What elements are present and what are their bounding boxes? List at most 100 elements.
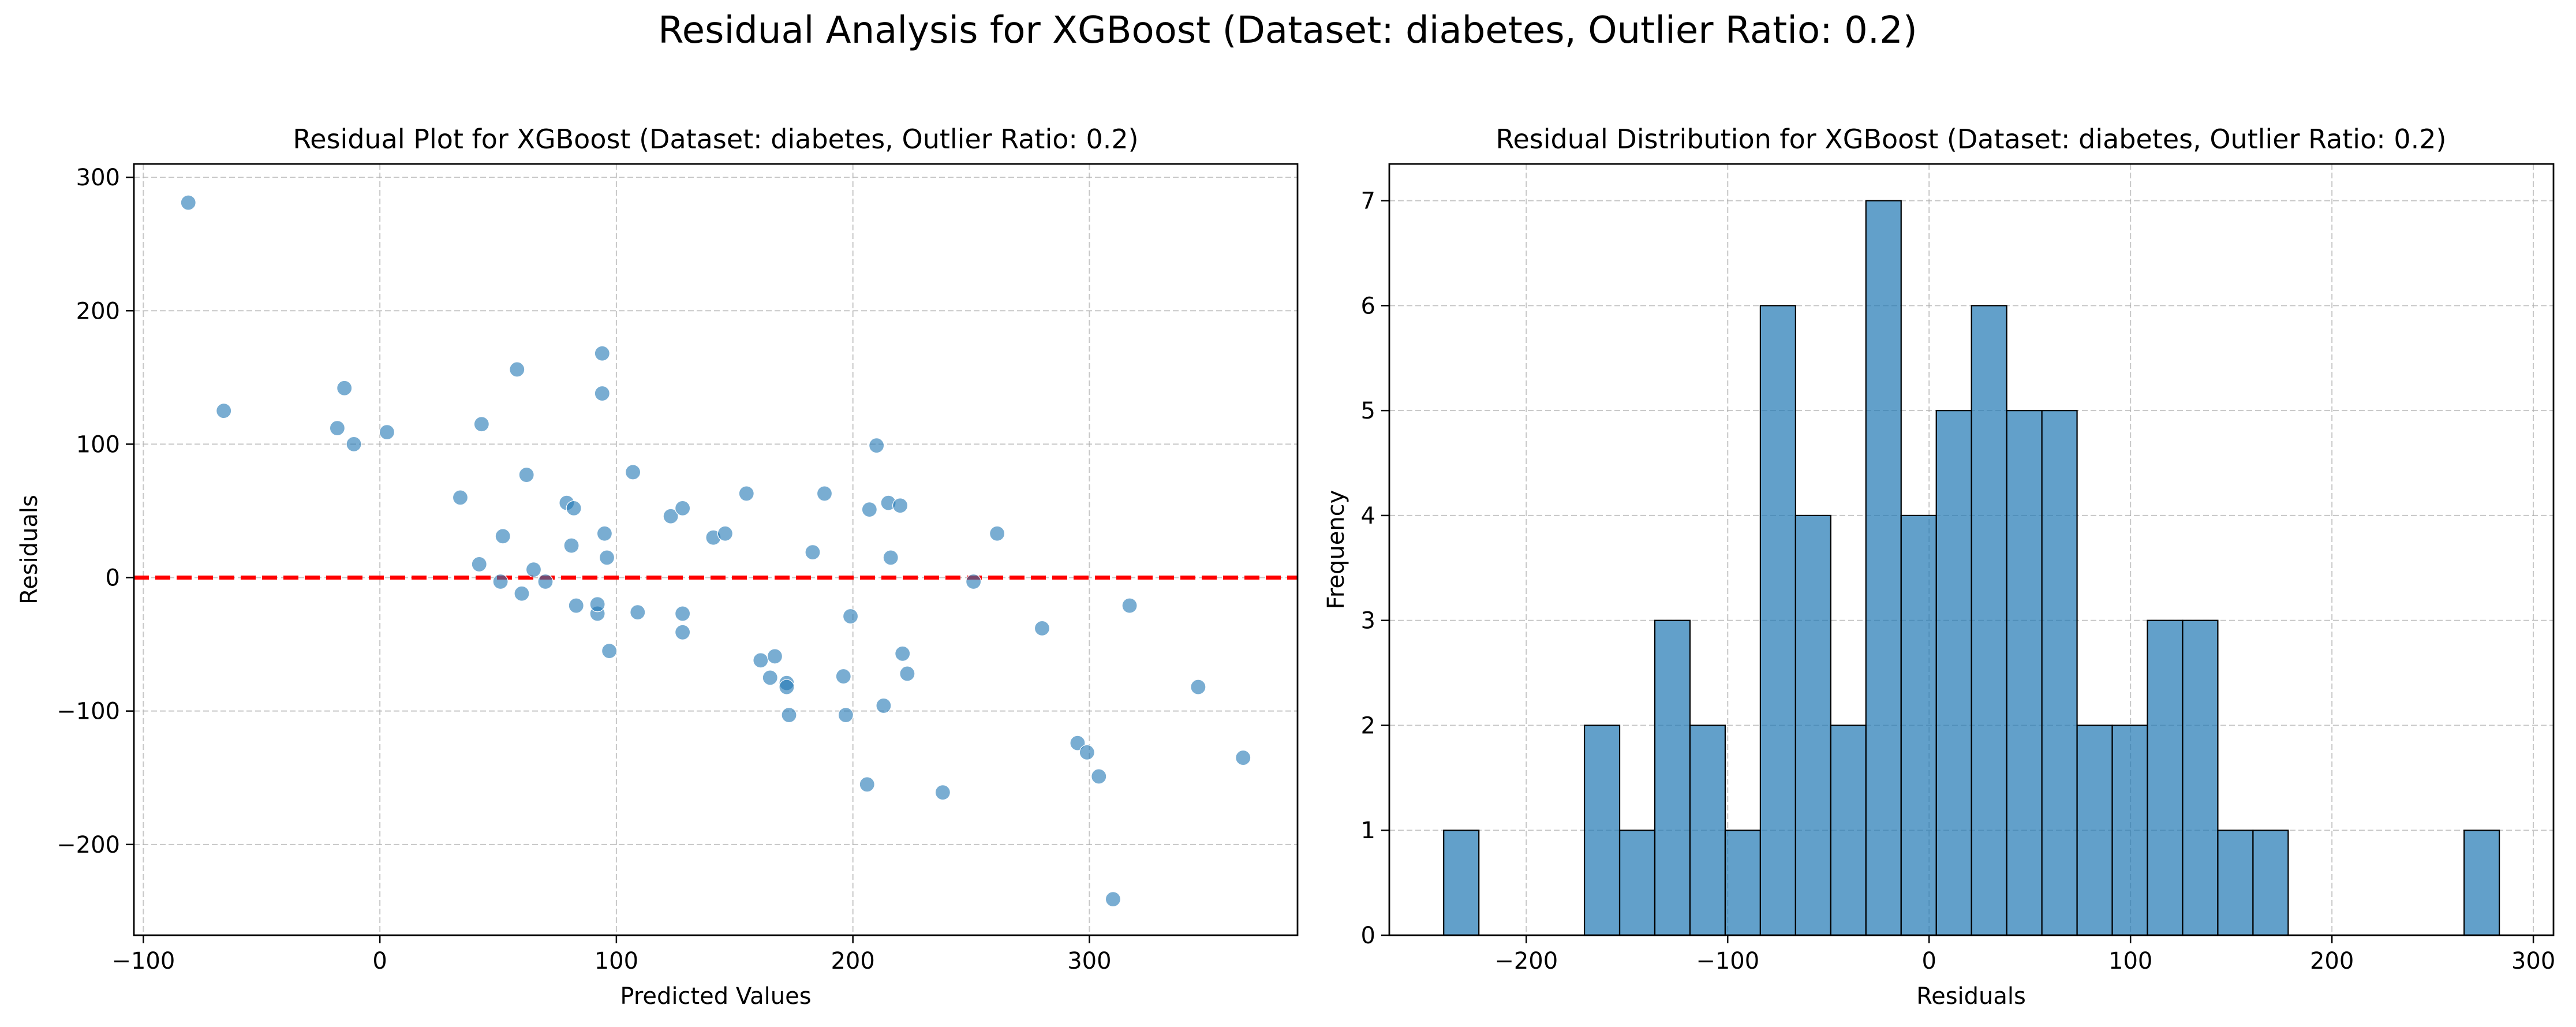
scatter-y-tick-label: −200 [57, 832, 120, 858]
scatter-x-tick-label: 100 [595, 948, 638, 974]
histogram-y-tick-label: 3 [1361, 608, 1375, 634]
scatter-point [1235, 749, 1251, 766]
histogram-axis-ticks: −200 −100 0 100 200 300 0 1 2 3 4 5 6 7 [1361, 188, 2556, 974]
histogram-bar [1865, 200, 1902, 936]
histogram-bar [2041, 410, 2078, 936]
histogram-bar [1830, 724, 1867, 936]
histogram-y-tick-label: 2 [1361, 712, 1375, 739]
histogram-y-tick-label: 1 [1361, 817, 1375, 844]
scatter-point [346, 436, 362, 452]
scatter-point [675, 606, 691, 622]
scatter-point [509, 361, 525, 378]
histogram-bar [2111, 724, 2148, 936]
scatter-point [738, 486, 754, 502]
scatter-xlabel: Predicted Values [620, 983, 811, 1010]
scatter-point [1091, 768, 1107, 785]
histogram-y-tick-label: 6 [1361, 293, 1375, 319]
scatter-point [495, 528, 511, 544]
scatter-point [473, 416, 489, 432]
histogram-bar [2006, 410, 2043, 936]
figure-suptitle: Residual Analysis for XGBoost (Dataset: … [658, 9, 1917, 52]
scatter-point [589, 596, 605, 613]
scatter-point [525, 562, 542, 578]
scatter-axis-ticks: −100 0 100 200 300 −200 −100 0 100 200 300 [57, 165, 1111, 974]
scatter-point [337, 380, 353, 396]
scatter-y-tick-label: 0 [106, 565, 120, 592]
scatter-point [1121, 597, 1138, 614]
histogram-plot-frame [1388, 163, 2555, 936]
scatter-point [675, 624, 691, 640]
scatter-x-tick-label: 200 [831, 948, 874, 974]
histogram-x-tick-label: −200 [1494, 948, 1558, 974]
scatter-point [630, 604, 646, 621]
scatter-point [216, 403, 232, 419]
histogram-bar [1618, 830, 1656, 936]
scatter-point [869, 438, 885, 454]
scatter-points [180, 195, 1251, 908]
histogram-bar [1689, 724, 1726, 936]
histogram-bar [2217, 830, 2254, 936]
scatter-point [835, 668, 851, 685]
scatter-x-tick-label: 0 [372, 948, 387, 974]
scatter-point [594, 345, 610, 361]
scatter-point [675, 500, 691, 516]
scatter-point [767, 648, 783, 664]
scatter-point [805, 544, 821, 561]
histogram-bar [1794, 514, 1831, 936]
histogram-ylabel: Frequency [1323, 490, 1349, 610]
histogram-bar [2252, 830, 2289, 936]
scatter-point [471, 556, 487, 573]
scatter-point [596, 525, 613, 541]
histogram-x-tick-label: −100 [1696, 948, 1759, 974]
residual-scatter-plot: Residual Plot for XGBoost (Dataset: diab… [16, 124, 1299, 1010]
histogram-x-tick-label: 300 [2511, 948, 2555, 974]
histogram-bar [2076, 724, 2113, 936]
scatter-point [663, 508, 679, 524]
scatter-point [899, 666, 915, 682]
scatter-point [876, 697, 892, 714]
histogram-bar [1759, 305, 1796, 936]
scatter-point [779, 679, 795, 695]
histogram-bar [1654, 619, 1691, 936]
scatter-point [537, 573, 554, 590]
histogram-xlabel: Residuals [1916, 983, 2026, 1010]
histogram-bars [1443, 200, 2500, 936]
scatter-x-tick-label: 300 [1067, 948, 1111, 974]
scatter-point [1079, 744, 1095, 760]
histogram-bar [2463, 830, 2500, 936]
scatter-point [625, 464, 641, 480]
scatter-y-tick-label: 200 [76, 298, 120, 324]
histogram-bar [2182, 619, 2219, 936]
scatter-y-tick-label: −100 [57, 699, 120, 725]
scatter-point [379, 424, 395, 440]
scatter-point [753, 652, 769, 669]
scatter-point [594, 385, 610, 402]
scatter-y-tick-label: 300 [76, 165, 120, 191]
scatter-point [601, 643, 618, 659]
scatter-point [1070, 735, 1086, 751]
scatter-point [989, 525, 1005, 541]
histogram-y-tick-label: 7 [1361, 188, 1375, 215]
scatter-point [518, 466, 534, 483]
histogram-bar [2147, 619, 2184, 936]
scatter-x-tick-label: −100 [111, 948, 175, 974]
scatter-point [717, 525, 733, 541]
histogram-bar [1583, 724, 1621, 936]
scatter-y-tick-label: 100 [76, 431, 120, 458]
scatter-point [514, 585, 530, 602]
scatter-point [599, 550, 615, 566]
scatter-point [816, 486, 833, 502]
scatter-point [563, 537, 579, 554]
histogram-y-tick-label: 0 [1361, 923, 1375, 949]
residual-histogram: Residual Distribution for XGBoost (Datas… [1323, 124, 2555, 1010]
histogram-bar [1971, 305, 2007, 936]
scatter-gridlines [134, 164, 1298, 935]
scatter-point [966, 573, 982, 590]
histogram-bar [1900, 514, 1937, 936]
scatter-point [861, 502, 877, 518]
scatter-point [1034, 620, 1050, 636]
scatter-point [895, 645, 911, 662]
scatter-point [492, 573, 509, 590]
scatter-point [934, 785, 951, 801]
